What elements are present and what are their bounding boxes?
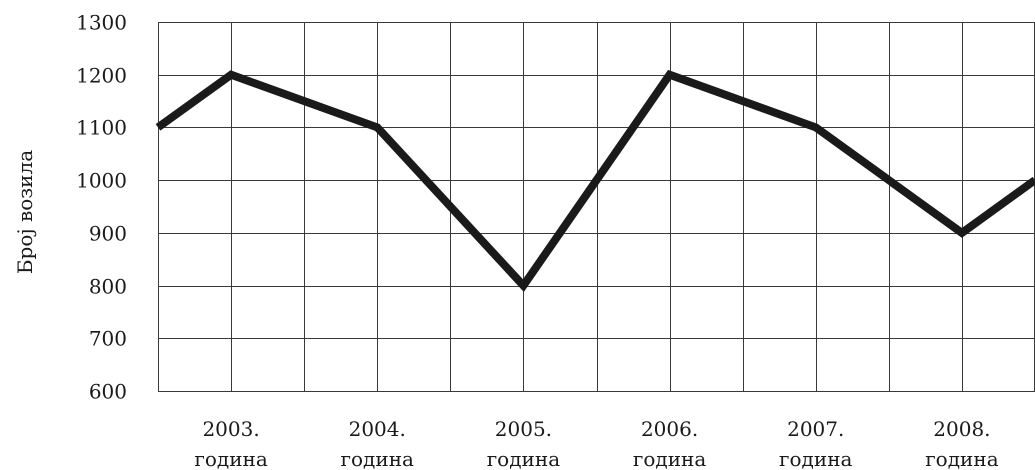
- x-tick-year: 2004.: [349, 417, 406, 441]
- x-tick-year: 2005.: [495, 417, 552, 441]
- x-tick-year: 2007.: [787, 417, 844, 441]
- x-tick-label-2006.: 2006. година: [633, 417, 706, 470]
- x-tick-unit: година: [633, 447, 706, 470]
- x-tick-label-2003.: 2003. година: [194, 417, 267, 470]
- y-tick-label-1200: 1200: [76, 64, 127, 88]
- series-line: [155, 69, 1035, 292]
- x-tick-year: 2006.: [641, 417, 698, 441]
- x-axis-ticks: 2003. година 2004. година 2005. година 2006. го…: [194, 417, 998, 470]
- x-tick-unit: година: [194, 447, 267, 470]
- x-tick-label-2008.: 2008. година: [925, 417, 998, 470]
- y-tick-label-1100: 1100: [76, 116, 127, 140]
- x-tick-year: 2008.: [933, 417, 990, 441]
- x-tick-unit: година: [925, 447, 998, 470]
- x-tick-label-2004.: 2004. година: [341, 417, 414, 470]
- y-tick-label-800: 800: [89, 275, 127, 299]
- x-tick-unit: година: [341, 447, 414, 470]
- x-tick-year: 2003.: [202, 417, 259, 441]
- y-tick-label-600: 600: [89, 380, 127, 404]
- y-axis-ticks: 600 700 800 900 1000 1100 1200 1300: [76, 11, 127, 404]
- y-tick-label-1300: 1300: [76, 11, 127, 35]
- x-tick-label-2007.: 2007. година: [779, 417, 852, 470]
- x-tick-label-2005.: 2005. година: [487, 417, 560, 470]
- y-tick-label-1000: 1000: [76, 169, 127, 193]
- grid: [158, 22, 1035, 392]
- x-tick-unit: година: [487, 447, 560, 470]
- y-tick-label-900: 900: [89, 222, 127, 246]
- y-axis-label: Број возила: [13, 150, 37, 274]
- x-tick-unit: година: [779, 447, 852, 470]
- y-tick-label-700: 700: [89, 327, 127, 351]
